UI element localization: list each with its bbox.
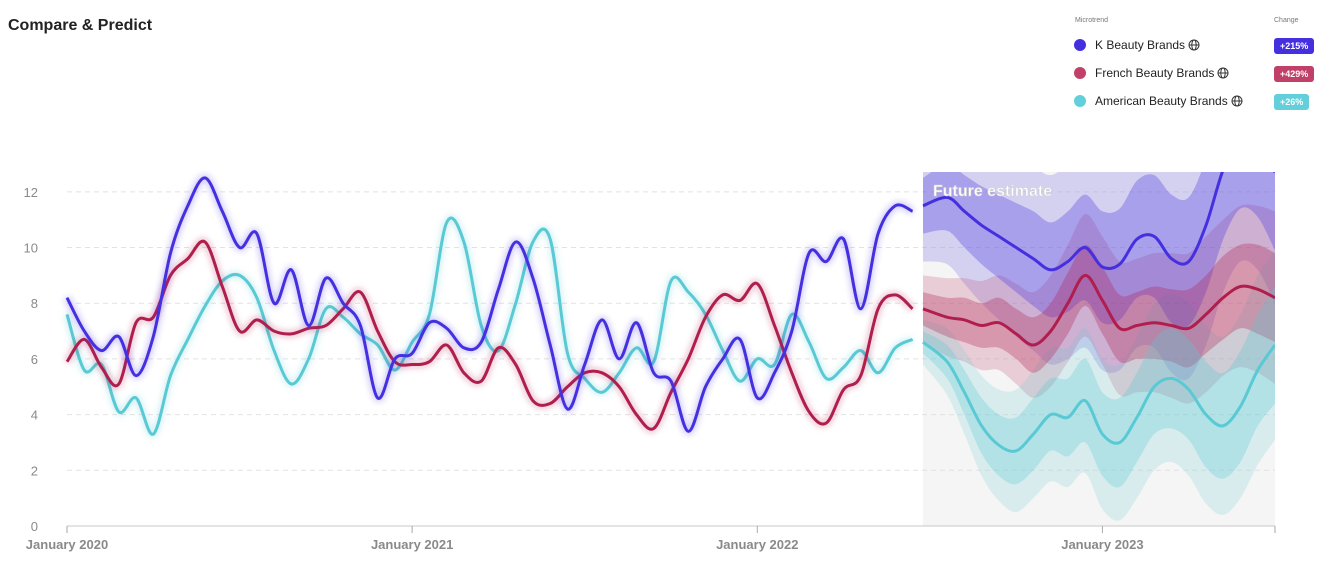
change-badge: +26% (1274, 94, 1310, 110)
y-tick-label: 0 (31, 519, 38, 534)
forecast-outer-band (923, 250, 1275, 521)
x-tick-label: January 2020 (26, 537, 108, 552)
forecast-label: Future estimate (933, 183, 1052, 200)
globe-icon[interactable] (1231, 95, 1243, 107)
change-badge: +429% (1274, 66, 1315, 82)
change-badge: +215% (1274, 38, 1315, 54)
series-forecast-line (922, 341, 1275, 453)
series-line (65, 176, 914, 433)
series-forecast-line (922, 273, 1275, 347)
legend-item-label: K Beauty Brands (1095, 38, 1186, 52)
series-line (65, 239, 914, 431)
series-color-dot (1074, 39, 1086, 51)
trend-chart: 0 2 4 6 8 10 12 January 2020 January 2021 January… (24, 172, 1276, 552)
forecast-region (922, 172, 1275, 526)
legend-microtrend-header: Microtrend (1075, 17, 1109, 24)
series-forecast-line (922, 172, 1275, 272)
globe-icon[interactable] (1188, 39, 1200, 51)
forecast-inner-band (923, 243, 1275, 373)
legend-item-k-beauty[interactable]: K Beauty Brands +215% (1070, 34, 1325, 54)
y-tick-label: 2 (31, 463, 38, 478)
y-tick-label: 8 (31, 296, 38, 311)
series-color-dot (1074, 95, 1086, 107)
y-tick-label: 10 (24, 241, 38, 256)
legend-item-label: American Beauty Brands (1095, 94, 1228, 108)
legend-item-label: French Beauty Brands (1095, 66, 1215, 80)
page-title: Compare & Predict (8, 17, 153, 34)
legend-change-header: Change (1274, 17, 1299, 24)
y-tick-label: 4 (31, 408, 38, 423)
x-tick-label: January 2023 (1061, 537, 1143, 552)
legend-item-french-beauty[interactable]: French Beauty Brands +429% (1070, 62, 1325, 82)
legend-item-american-beauty[interactable]: American Beauty Brands +26% (1070, 90, 1325, 110)
x-tick-label: January 2022 (716, 537, 798, 552)
y-tick-label: 12 (24, 185, 38, 200)
forecast-bands (923, 172, 1275, 521)
y-tick-label: 6 (31, 352, 38, 367)
globe-icon[interactable] (1217, 67, 1229, 79)
series-color-dot (1074, 67, 1086, 79)
x-tick-label: January 2021 (371, 537, 453, 552)
series-line-glow (63, 174, 915, 435)
series-line (65, 216, 914, 436)
forecast-outer-band (923, 204, 1275, 404)
forecast-inner-band (923, 286, 1275, 488)
forecast-inner-band (923, 172, 1275, 329)
